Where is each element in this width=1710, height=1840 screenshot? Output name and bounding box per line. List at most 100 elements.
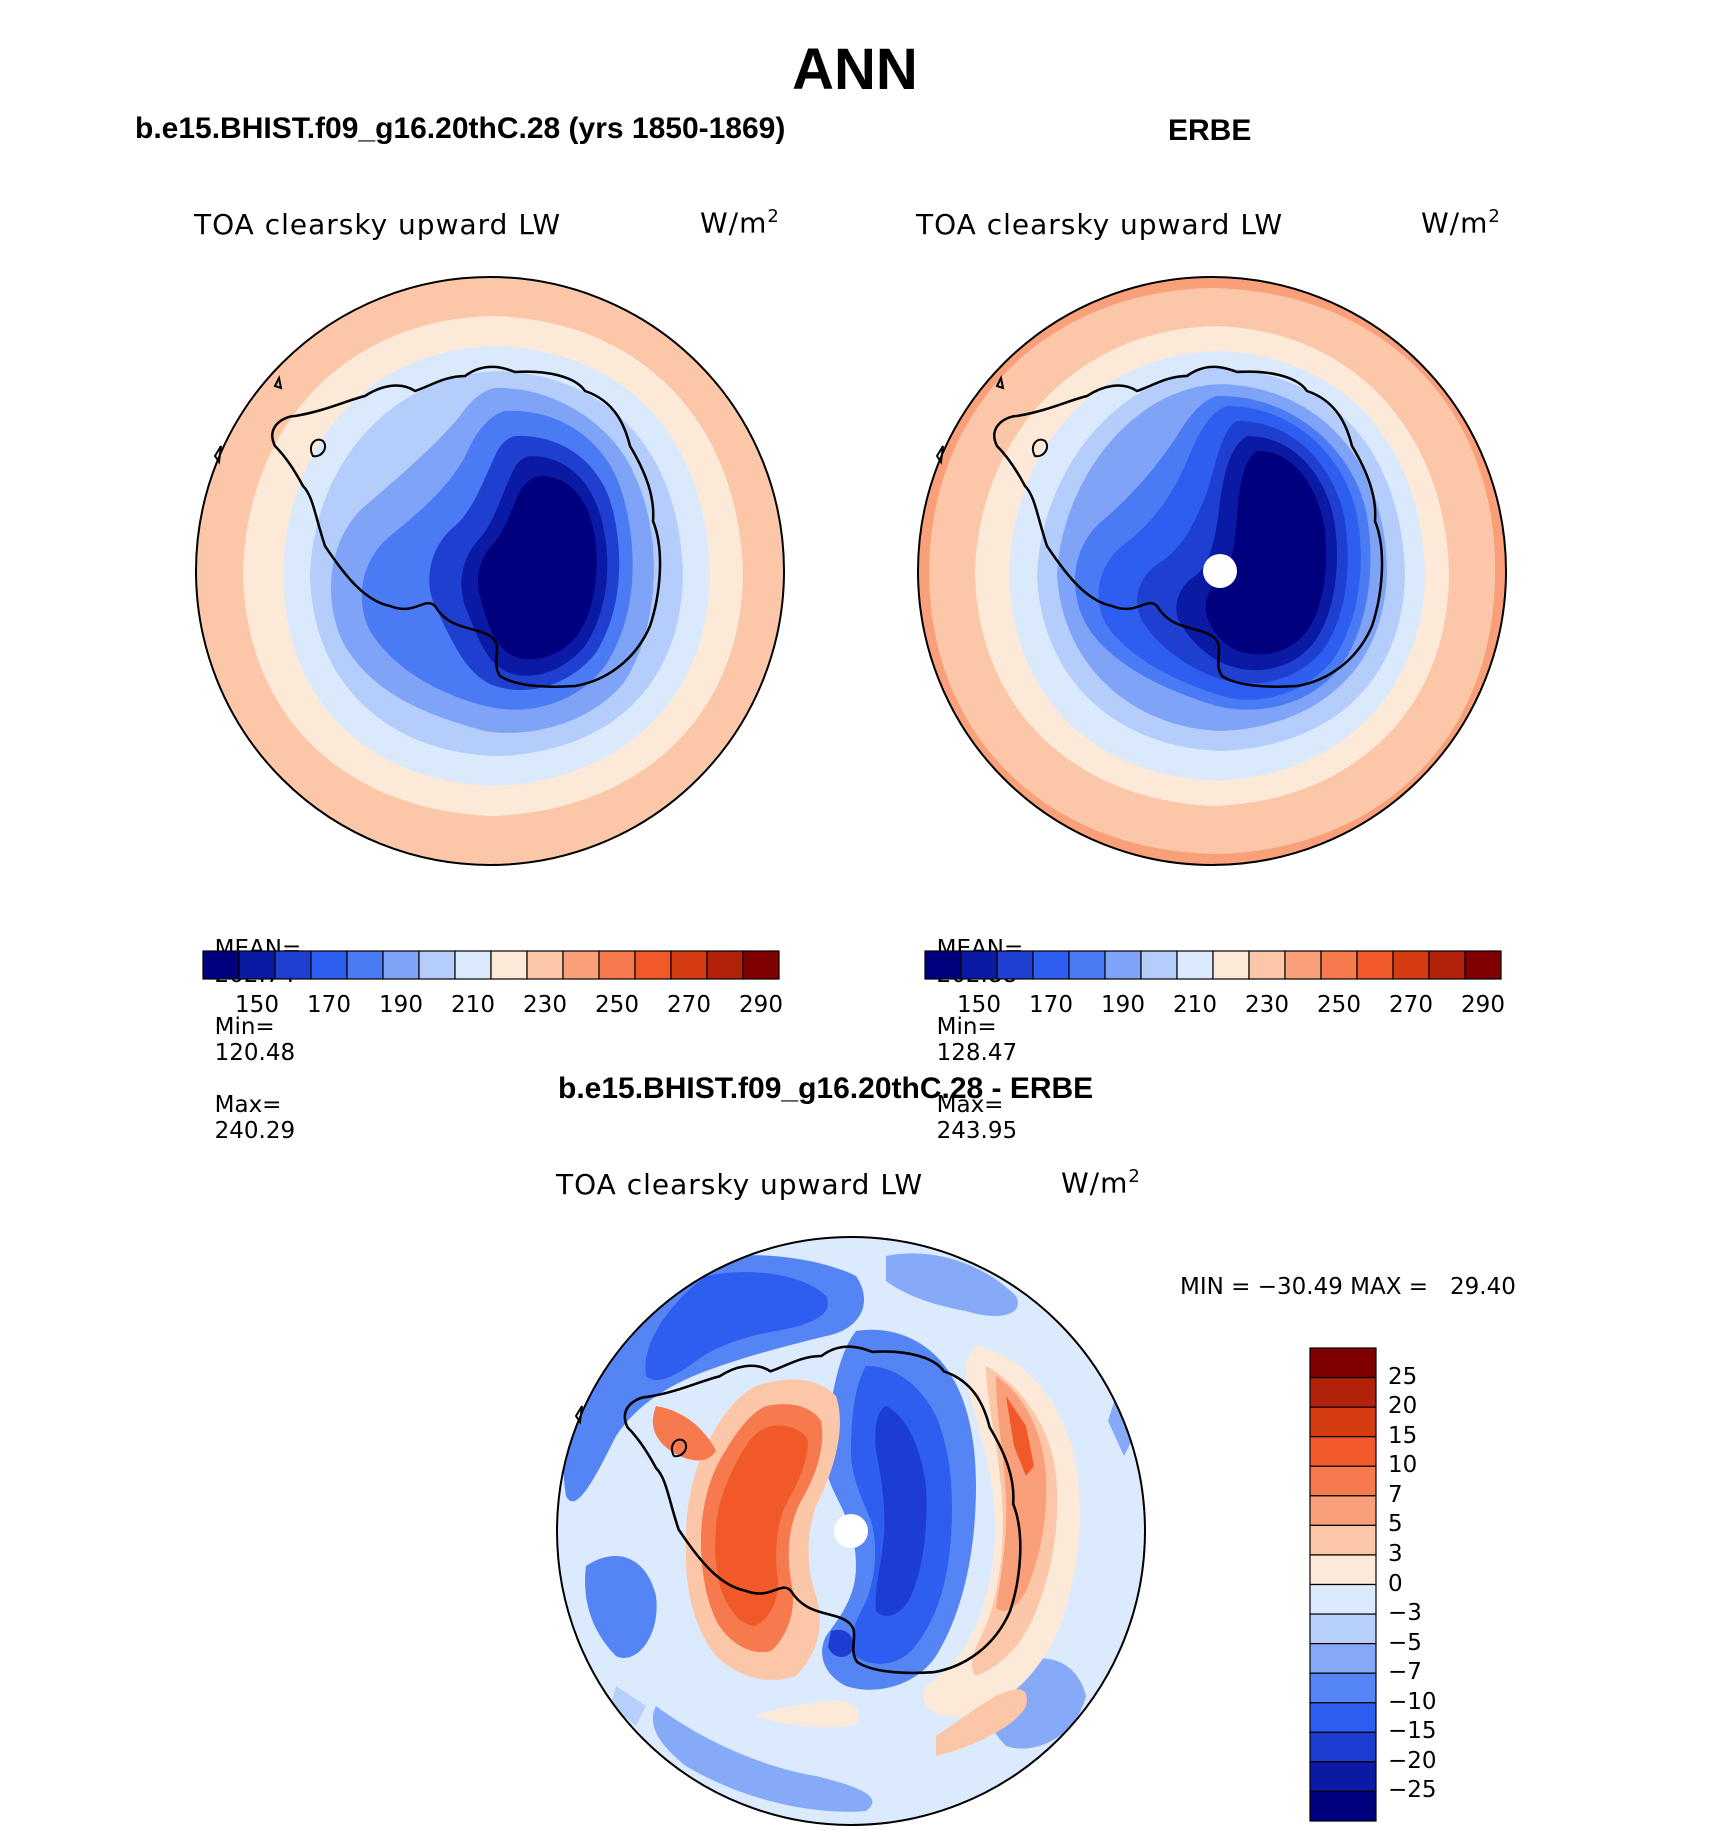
diff-colorbar-tick-label: −3	[1388, 1600, 1422, 1627]
diff-colorbar-tick-label: 0	[1388, 1570, 1403, 1597]
model-colorbar-box	[742, 950, 780, 980]
obs-colorbar-box	[1176, 950, 1214, 980]
diff-minmax: MIN = −30.49 MAX = 29.40	[1180, 1274, 1516, 1300]
model-colorbar-tick-label: 230	[523, 992, 567, 1018]
obs-units-base: W/m	[1421, 206, 1489, 240]
main-title: ANN	[792, 37, 918, 102]
diff-colorbar-tick-label: 7	[1388, 1481, 1403, 1508]
obs-colorbar-tick-label: 250	[1317, 992, 1361, 1018]
obs-colorbar-tick-label: 270	[1389, 992, 1433, 1018]
diff-colorbar-tick-label: 20	[1388, 1393, 1418, 1420]
obs-max-label: Max=	[936, 1092, 1004, 1118]
diff-colorbar-tick-label: −25	[1388, 1777, 1437, 1804]
model-colorbar-box	[526, 950, 564, 980]
obs-colorbar-box	[1428, 950, 1466, 980]
obs-colorbar-box	[1068, 950, 1106, 980]
obs-min-label: Min=	[936, 1014, 997, 1040]
diff-colorbar-box	[1309, 1643, 1377, 1674]
model-colorbar-ticks: 150 170 190 210 230 250 270 290	[203, 992, 783, 1022]
obs-colorbar-box	[924, 950, 962, 980]
obs-colorbar-box	[996, 950, 1034, 980]
diff-colorbar-box	[1309, 1790, 1377, 1822]
model-colorbar-box	[274, 950, 312, 980]
diff-colorbar-box	[1309, 1554, 1377, 1586]
model-colorbar-box	[562, 950, 600, 980]
diff-colorbar-tick-label: 3	[1388, 1540, 1403, 1567]
diff-units-base: W/m	[1061, 1166, 1129, 1200]
diff-panel-title: b.e15.BHIST.f09_g16.20thC.28 - ERBE	[558, 1072, 1094, 1105]
model-max-value: 240.29	[214, 1118, 296, 1144]
obs-colorbar-box	[1464, 950, 1502, 980]
model-colorbar-box	[490, 950, 528, 980]
diff-polar-map	[556, 1236, 1146, 1826]
model-colorbar-box	[310, 950, 348, 980]
model-colorbar-box	[418, 950, 456, 980]
diff-colorbar-box	[1309, 1731, 1377, 1763]
model-colorbar-box	[706, 950, 744, 980]
diff-colorbar-tick-label: −15	[1388, 1718, 1437, 1745]
obs-units-exp: 2	[1488, 206, 1501, 227]
model-min-value: 120.48	[214, 1040, 296, 1066]
diff-colorbar-tick-label: 5	[1388, 1511, 1403, 1538]
model-units-label: W/m2	[700, 206, 780, 239]
obs-colorbar-box	[960, 950, 998, 980]
model-colorbar-tick-label: 210	[451, 992, 495, 1018]
model-variable-label: TOA clearsky upward LW	[194, 208, 562, 241]
model-colorbar-box	[670, 950, 708, 980]
model-colorbar	[202, 950, 780, 980]
model-panel-title: b.e15.BHIST.f09_g16.20thC.28 (yrs 1850-1…	[135, 112, 786, 145]
diff-colorbar-box	[1309, 1672, 1377, 1704]
diff-colorbar-tick-label: 25	[1388, 1363, 1418, 1390]
obs-colorbar-tick-label: 210	[1173, 992, 1217, 1018]
model-colorbar-tick-label: 170	[307, 992, 351, 1018]
model-colorbar-box	[634, 950, 672, 980]
model-colorbar-tick-label: 190	[379, 992, 423, 1018]
model-polar-map	[195, 276, 785, 866]
model-colorbar-box	[346, 950, 384, 980]
model-colorbar-tick-label: 150	[235, 992, 279, 1018]
obs-units-label: W/m2	[1421, 206, 1501, 239]
obs-colorbar-tick-label: 290	[1461, 992, 1505, 1018]
obs-min-value: 128.47	[936, 1040, 1018, 1066]
model-colorbar-box	[382, 950, 420, 980]
model-colorbar-tick-label: 270	[667, 992, 711, 1018]
diff-colorbar-tick-label: −20	[1388, 1747, 1437, 1774]
obs-colorbar-tick-label: 170	[1029, 992, 1073, 1018]
obs-stats: MEAN= 202.88 Min= 128.47 Max= 243.95	[922, 910, 1024, 1144]
obs-polar-map	[917, 276, 1507, 866]
diff-colorbar-box	[1309, 1702, 1377, 1733]
obs-colorbar-box	[1032, 950, 1070, 980]
model-colorbar-box	[202, 950, 240, 980]
diff-colorbar-box	[1309, 1465, 1377, 1497]
diff-colorbar-box	[1309, 1613, 1377, 1645]
diff-colorbar-box	[1309, 1347, 1377, 1379]
obs-max-value: 243.95	[936, 1118, 1018, 1144]
obs-colorbar-box	[1284, 950, 1322, 980]
obs-colorbar	[924, 950, 1502, 980]
obs-colorbar-box	[1140, 950, 1178, 980]
diff-colorbar-box	[1309, 1495, 1377, 1526]
obs-colorbar-tick-label: 190	[1101, 992, 1145, 1018]
diff-units-exp: 2	[1128, 1166, 1141, 1187]
diff-colorbar-tick-label: −5	[1388, 1629, 1422, 1656]
diff-colorbar-box	[1309, 1583, 1377, 1615]
obs-colorbar-box	[1212, 950, 1250, 980]
obs-colorbar-box	[1320, 950, 1358, 980]
obs-variable-label: TOA clearsky upward LW	[916, 208, 1284, 241]
obs-colorbar-box	[1248, 950, 1286, 980]
obs-colorbar-box	[1392, 950, 1430, 980]
model-min-label: Min=	[214, 1014, 275, 1040]
diff-colorbar-tick-label: 10	[1388, 1452, 1418, 1479]
diff-colorbar-box	[1309, 1524, 1377, 1556]
diff-colorbar-tick-label: −7	[1388, 1659, 1422, 1686]
diff-colorbar-box	[1309, 1436, 1377, 1467]
model-colorbar-box	[238, 950, 276, 980]
obs-colorbar-ticks: 150 170 190 210 230 250 270 290	[925, 992, 1505, 1022]
model-colorbar-tick-label: 290	[739, 992, 783, 1018]
diff-colorbar-ticks: 25 20 15 10 7 5 3 0 −3 −5 −7 −10 −15 −20 −25	[1388, 1348, 1468, 1823]
diff-colorbar-tick-label: −10	[1388, 1688, 1437, 1715]
obs-colorbar-tick-label: 230	[1245, 992, 1289, 1018]
diff-colorbar-tick-label: 15	[1388, 1422, 1418, 1449]
obs-colorbar-box	[1104, 950, 1142, 980]
model-units-exp: 2	[767, 206, 780, 227]
